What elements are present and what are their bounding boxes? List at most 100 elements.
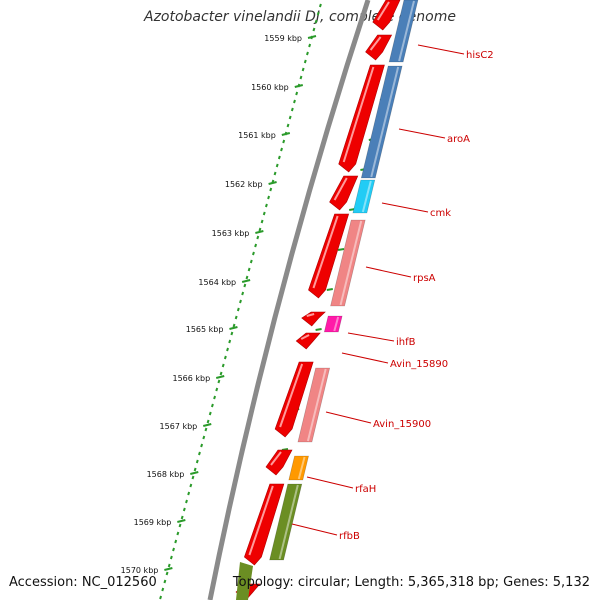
minor-tick	[260, 219, 264, 224]
minor-tick	[241, 291, 245, 296]
cds-arrow	[308, 213, 350, 299]
minor-tick	[314, 19, 318, 24]
minor-tick	[174, 539, 178, 544]
cds-highlight	[333, 177, 348, 201]
minor-tick	[234, 315, 238, 320]
cds-highlight	[312, 215, 339, 289]
minor-tick	[191, 475, 195, 480]
gene-label-rfbb: rfbB	[339, 531, 360, 542]
gene-label-ihfb: ihfB	[396, 337, 416, 348]
kbp-label: 1566 kbp	[173, 374, 211, 383]
gene-block-rpsa	[330, 219, 366, 307]
minor-tick	[167, 563, 171, 568]
major-tick	[190, 471, 199, 475]
kbp-label: 1560 kbp	[251, 83, 289, 92]
leader-line	[381, 202, 429, 213]
gene-block-rfbb	[269, 483, 303, 561]
cds-arrow	[295, 332, 321, 350]
kbp-label: 1565 kbp	[186, 325, 224, 334]
major-tick	[294, 84, 304, 88]
minor-tick	[303, 59, 307, 64]
gene-block-highlight	[306, 368, 327, 442]
leader-line	[417, 44, 465, 55]
minor-tick	[187, 491, 191, 496]
minor-tick	[243, 283, 247, 288]
minor-tick	[293, 99, 296, 104]
major-tick	[229, 326, 238, 330]
minor-tick	[280, 147, 283, 152]
minor-tick	[264, 203, 268, 208]
minor-tick	[262, 211, 266, 216]
minor-tick	[159, 595, 163, 600]
minor-tick	[208, 411, 212, 416]
gene-block-highlight	[333, 316, 340, 332]
minor-tick	[185, 499, 188, 504]
leader-line	[365, 266, 412, 278]
minor-tick	[204, 427, 208, 432]
major-tick	[177, 519, 186, 523]
minor-tick	[200, 443, 204, 448]
kbp-label: 1567 kbp	[160, 422, 198, 431]
major-tick	[215, 375, 225, 379]
gene-block-highlight	[278, 484, 299, 560]
minor-tick	[180, 515, 184, 520]
gene-label-rfah: rfaH	[355, 484, 376, 495]
minor-tick	[165, 571, 169, 576]
minor-tick-track	[159, 3, 322, 600]
strand-tick	[326, 288, 333, 291]
cds-highlight	[248, 485, 274, 556]
gene-block-highlight	[339, 220, 363, 306]
minor-tick	[282, 139, 286, 144]
cds-arrow	[372, 0, 401, 31]
kbp-label: 1563 kbp	[212, 229, 250, 238]
strand-tick	[315, 328, 322, 331]
gene-block-rfah	[288, 455, 309, 481]
minor-tick	[228, 339, 232, 344]
gene-label-cmk: cmk	[430, 208, 451, 219]
genome-backbone	[207, 0, 371, 600]
minor-tick	[161, 587, 165, 592]
minor-tick	[299, 75, 303, 80]
major-tick	[281, 132, 291, 136]
minor-tick	[176, 531, 180, 536]
cds-highlight	[342, 66, 375, 163]
gene-label-avin_15890: Avin_15890	[390, 359, 448, 370]
gene-block-hisc2	[388, 0, 419, 63]
minor-tick	[308, 43, 312, 48]
minor-tick	[206, 419, 210, 424]
cds-highlight	[300, 334, 310, 340]
gene-block-highlight	[361, 180, 372, 213]
minor-tick	[226, 347, 229, 352]
gene-block-continuation	[236, 562, 253, 600]
minor-tick	[215, 387, 219, 392]
accession-text: Accession: NC_012560	[9, 575, 157, 590]
minor-tick	[193, 467, 197, 472]
gene-label-aroa: aroA	[447, 134, 470, 145]
cds-highlight	[270, 451, 282, 466]
major-tick	[164, 567, 173, 571]
minor-tick	[178, 523, 182, 528]
cds-highlight	[369, 36, 382, 51]
gene-block-highlight	[398, 0, 415, 62]
minor-tick	[267, 195, 271, 200]
minor-tick	[213, 395, 217, 400]
minor-tick	[256, 235, 260, 240]
gene-block-highlight	[370, 66, 400, 178]
gene-block-aroa	[360, 65, 403, 179]
minor-tick	[239, 299, 242, 304]
cds-highlight	[376, 1, 390, 21]
cds-highlight	[279, 363, 304, 428]
minor-tick	[217, 379, 221, 384]
major-tick	[268, 181, 277, 185]
minor-tick	[306, 51, 309, 56]
cds-arrow	[265, 449, 293, 476]
minor-tick	[245, 275, 249, 280]
minor-tick	[236, 307, 240, 312]
minor-tick	[202, 435, 206, 440]
kbp-label: 1568 kbp	[147, 470, 185, 479]
minor-tick	[290, 107, 294, 112]
minor-tick	[210, 403, 214, 408]
leader-line	[347, 332, 395, 342]
leader-line	[398, 128, 446, 139]
